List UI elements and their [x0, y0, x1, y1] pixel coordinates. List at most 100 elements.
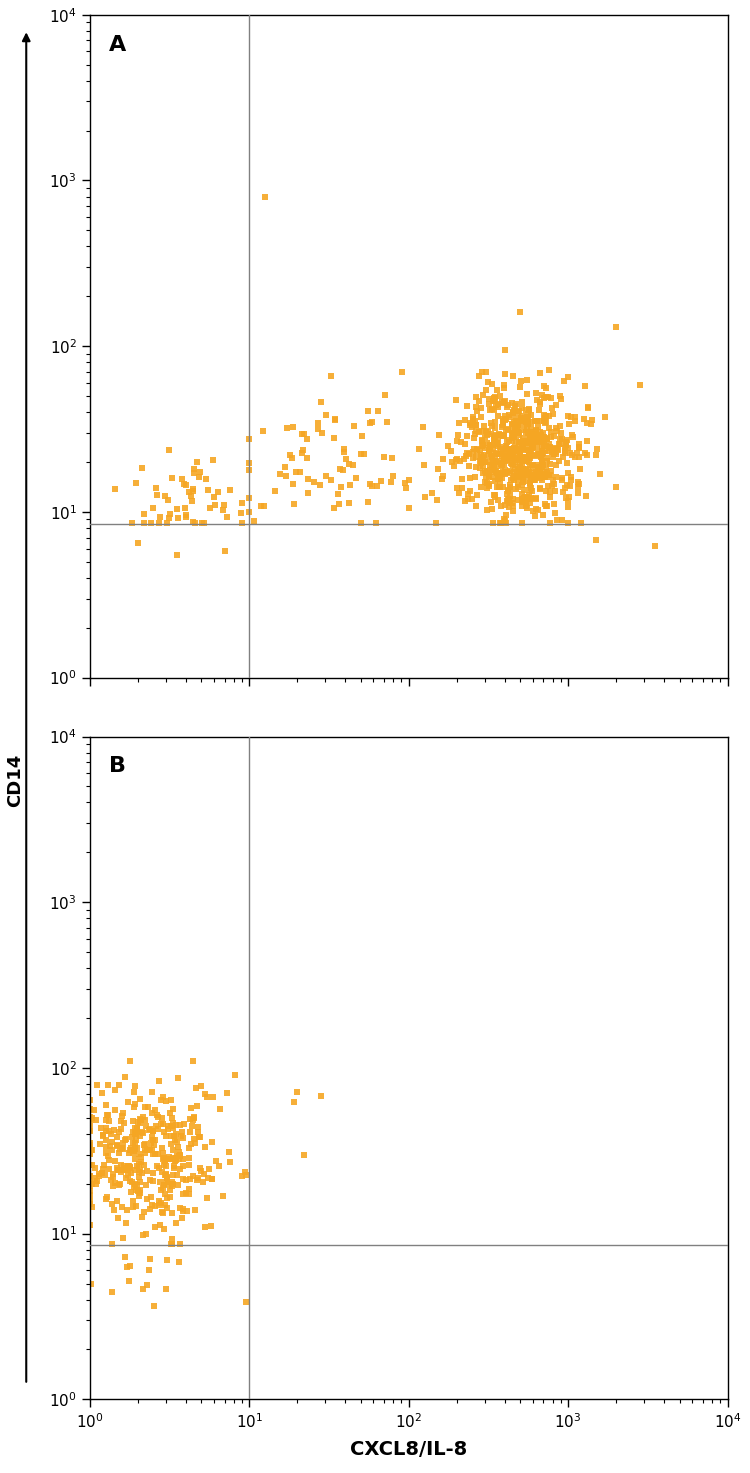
Point: [217, 1184, 229, 1208]
Point: [496, 465, 508, 489]
Point: [562, 511, 574, 535]
Point: [524, 461, 536, 485]
Point: [161, 1249, 173, 1273]
Point: [493, 452, 505, 476]
Point: [506, 446, 518, 470]
Point: [146, 1193, 158, 1217]
Point: [84, 1165, 96, 1189]
Point: [167, 1146, 179, 1170]
Point: [85, 1271, 97, 1295]
Point: [197, 1170, 209, 1193]
Point: [530, 423, 542, 446]
Point: [530, 464, 542, 488]
Point: [127, 1109, 139, 1133]
Point: [537, 454, 549, 477]
Point: [512, 401, 524, 424]
Point: [530, 463, 542, 486]
Point: [139, 1140, 151, 1164]
Point: [580, 483, 592, 507]
Point: [516, 404, 528, 427]
Point: [481, 424, 493, 448]
Point: [510, 437, 522, 461]
Point: [525, 467, 537, 491]
Point: [499, 339, 511, 362]
Point: [503, 418, 515, 442]
Point: [172, 1066, 184, 1090]
Point: [524, 479, 536, 502]
Point: [214, 1097, 226, 1121]
Point: [124, 1180, 136, 1203]
Point: [490, 393, 502, 417]
Point: [454, 430, 466, 454]
Point: [470, 495, 482, 518]
Point: [138, 1153, 150, 1177]
Point: [490, 476, 502, 499]
Point: [236, 511, 248, 535]
Point: [526, 420, 538, 443]
Point: [446, 451, 458, 474]
Point: [554, 384, 566, 408]
Point: [532, 430, 544, 454]
Point: [530, 382, 542, 405]
Point: [496, 390, 508, 414]
Point: [490, 379, 502, 402]
Point: [510, 477, 522, 501]
Point: [284, 443, 296, 467]
Point: [243, 427, 255, 451]
Point: [172, 1136, 184, 1159]
Point: [550, 442, 562, 465]
Point: [504, 476, 516, 499]
Point: [517, 467, 529, 491]
Point: [531, 429, 543, 452]
Point: [509, 439, 520, 463]
Point: [550, 440, 562, 464]
Point: [479, 449, 491, 473]
Point: [556, 508, 568, 532]
Point: [477, 446, 489, 470]
Point: [521, 368, 533, 392]
Point: [207, 1086, 219, 1109]
Point: [503, 393, 515, 417]
Point: [561, 473, 573, 496]
Point: [539, 463, 551, 486]
Point: [186, 489, 198, 513]
Point: [399, 471, 411, 495]
Point: [568, 405, 580, 429]
Point: [541, 465, 553, 489]
Point: [519, 439, 531, 463]
Point: [131, 1153, 143, 1177]
Point: [566, 443, 578, 467]
Point: [524, 426, 536, 449]
Point: [128, 1158, 140, 1181]
Point: [528, 468, 540, 492]
Point: [386, 446, 398, 470]
Point: [170, 1149, 182, 1173]
Point: [483, 465, 495, 489]
Point: [134, 1108, 146, 1131]
Point: [580, 443, 592, 467]
Point: [521, 383, 533, 407]
Point: [562, 365, 574, 389]
Point: [159, 1149, 171, 1173]
Point: [560, 436, 572, 460]
Point: [123, 1270, 135, 1293]
Point: [481, 432, 493, 455]
Point: [499, 452, 511, 476]
Point: [164, 1178, 176, 1202]
Point: [168, 1124, 180, 1147]
Point: [528, 424, 540, 448]
Point: [508, 461, 520, 485]
Point: [530, 465, 542, 489]
Point: [538, 429, 550, 452]
Point: [144, 1168, 156, 1192]
Point: [153, 1189, 165, 1212]
Point: [454, 449, 466, 473]
Point: [131, 1173, 143, 1196]
Point: [503, 404, 515, 427]
Point: [524, 473, 536, 496]
Point: [380, 411, 392, 435]
Point: [338, 458, 350, 482]
Point: [492, 405, 504, 429]
Point: [123, 1155, 135, 1178]
Point: [143, 1118, 155, 1142]
